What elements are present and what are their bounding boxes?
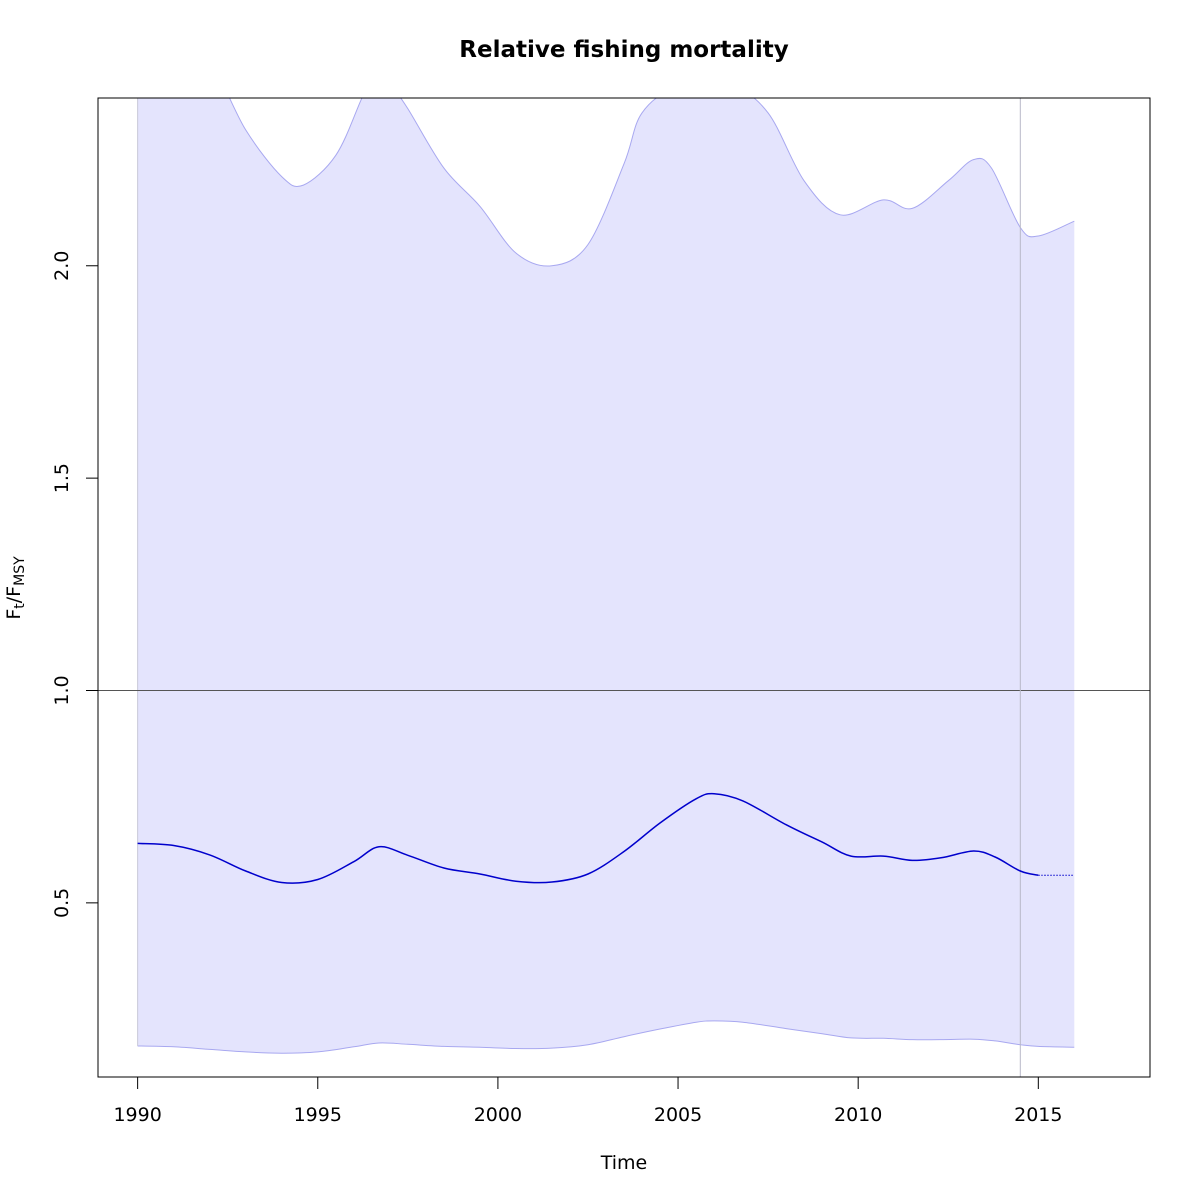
x-tick-label: 2015	[1014, 1104, 1062, 1126]
chart-title: Relative fishing mortality	[459, 37, 788, 63]
estimate-line	[137, 792, 1039, 884]
x-axis: 1990 1995 2000 2005 2010 2015	[113, 1076, 1062, 1126]
band-lower-edge	[137, 1020, 1075, 1054]
band-upper-edge	[228, 98, 1075, 267]
x-tick-label: 2010	[834, 1104, 882, 1126]
y-tick-label: 2.0	[51, 251, 73, 281]
x-tick-label: 2005	[654, 1104, 702, 1126]
y-label-sub1: t	[12, 603, 28, 609]
y-label-sub2: MSY	[12, 556, 28, 586]
y-axis-label: Ft/FMSY	[3, 556, 28, 620]
y-label-main: F	[3, 609, 25, 620]
x-tick-label: 1995	[294, 1104, 342, 1126]
y-label-slash: /F	[3, 586, 25, 603]
plot-area	[98, 98, 1150, 1077]
confidence-band	[137, 98, 1075, 1054]
x-tick-label: 1990	[113, 1104, 161, 1126]
x-axis-label: Time	[600, 1152, 648, 1174]
y-tick-label: 1.5	[51, 463, 73, 493]
y-axis: 0.5 1.0 1.5 2.0	[51, 251, 99, 918]
y-tick-label: 1.0	[51, 675, 73, 705]
y-tick-label: 0.5	[51, 888, 73, 918]
x-tick-label: 2000	[474, 1104, 522, 1126]
